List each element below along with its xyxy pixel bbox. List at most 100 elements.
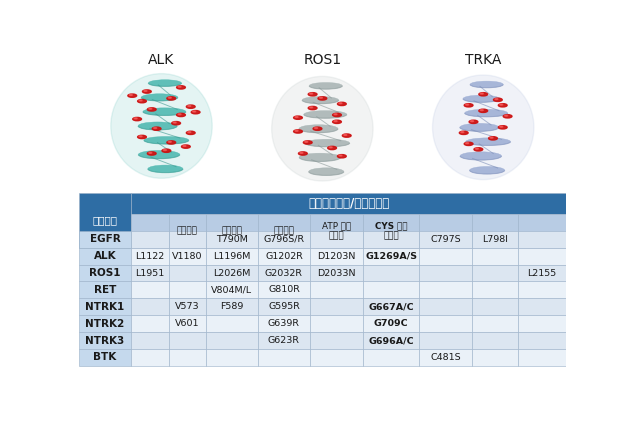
Bar [518,231,566,248]
Ellipse shape [191,111,200,114]
Ellipse shape [504,115,508,116]
Text: G667A/C: G667A/C [369,302,414,311]
Bar [518,315,566,332]
Bar [169,298,206,315]
Text: L1951: L1951 [135,268,165,277]
Bar [257,349,310,366]
Bar [518,264,566,282]
Bar [206,282,257,298]
Bar [518,332,566,349]
Ellipse shape [133,117,142,121]
Ellipse shape [495,98,498,100]
Bar [472,315,518,332]
Ellipse shape [299,153,341,161]
Ellipse shape [147,152,156,155]
Ellipse shape [178,114,181,115]
Ellipse shape [139,136,142,137]
Ellipse shape [148,80,182,86]
Ellipse shape [169,141,171,142]
Text: 门控突变: 门控突变 [177,227,198,236]
Text: D2033N: D2033N [318,268,356,277]
Bar [257,248,310,264]
Bar [206,315,257,332]
Ellipse shape [177,113,186,117]
Ellipse shape [149,108,152,109]
Ellipse shape [183,145,186,146]
Text: F589: F589 [220,302,243,311]
Text: NTRK2: NTRK2 [86,319,125,329]
Ellipse shape [305,141,308,142]
Ellipse shape [469,120,478,123]
Bar [518,282,566,298]
Bar [420,248,472,264]
Bar [206,298,257,315]
Ellipse shape [138,135,147,138]
Bar [363,332,420,349]
Bar [472,298,518,315]
Ellipse shape [147,108,156,111]
Bar [363,248,420,264]
Ellipse shape [148,165,183,172]
Text: ROS1: ROS1 [89,268,121,278]
Ellipse shape [470,81,503,88]
Bar [310,315,363,332]
Bar [131,332,169,349]
Bar [79,282,131,298]
Ellipse shape [479,92,487,96]
Ellipse shape [339,155,342,156]
Ellipse shape [169,97,171,98]
Ellipse shape [433,75,534,180]
Ellipse shape [338,155,346,158]
Bar [420,282,472,298]
Ellipse shape [489,137,498,140]
Ellipse shape [481,93,483,94]
Ellipse shape [144,90,147,91]
Ellipse shape [173,122,176,123]
Bar [131,193,566,215]
Bar [206,231,257,248]
Bar [310,231,363,248]
Bar [310,298,363,315]
Ellipse shape [153,128,157,129]
Text: L2026M: L2026M [213,268,250,277]
Ellipse shape [474,147,482,151]
Bar [257,264,310,282]
Bar [206,215,257,248]
Ellipse shape [149,152,152,153]
Bar [257,332,310,349]
Ellipse shape [338,102,346,106]
Ellipse shape [167,141,175,144]
Bar [79,193,131,248]
Bar [79,248,131,264]
Bar [472,264,518,282]
Bar [420,231,472,248]
Bar [257,315,310,332]
Ellipse shape [460,123,499,131]
Bar [206,332,257,349]
Ellipse shape [143,108,186,115]
Text: V1180: V1180 [172,252,203,261]
Text: L1196M: L1196M [213,252,250,261]
Bar [420,264,472,282]
Bar [310,264,363,282]
Text: 溶剂前沿: 溶剂前沿 [221,227,242,236]
Ellipse shape [172,122,181,125]
Bar [310,248,363,264]
Ellipse shape [470,166,504,174]
Ellipse shape [177,86,186,89]
Text: CYS 不可
逆位点: CYS 不可 逆位点 [375,221,408,241]
Bar [79,349,131,366]
Bar [420,332,472,349]
Bar [472,215,518,248]
Ellipse shape [134,118,137,119]
Text: G810R: G810R [268,286,300,295]
Bar [363,264,420,282]
Ellipse shape [178,86,181,87]
Bar [131,215,169,248]
Ellipse shape [138,150,180,159]
Ellipse shape [464,104,473,107]
Ellipse shape [308,106,317,110]
Ellipse shape [479,109,487,113]
Bar [169,282,206,298]
Bar [257,231,310,248]
